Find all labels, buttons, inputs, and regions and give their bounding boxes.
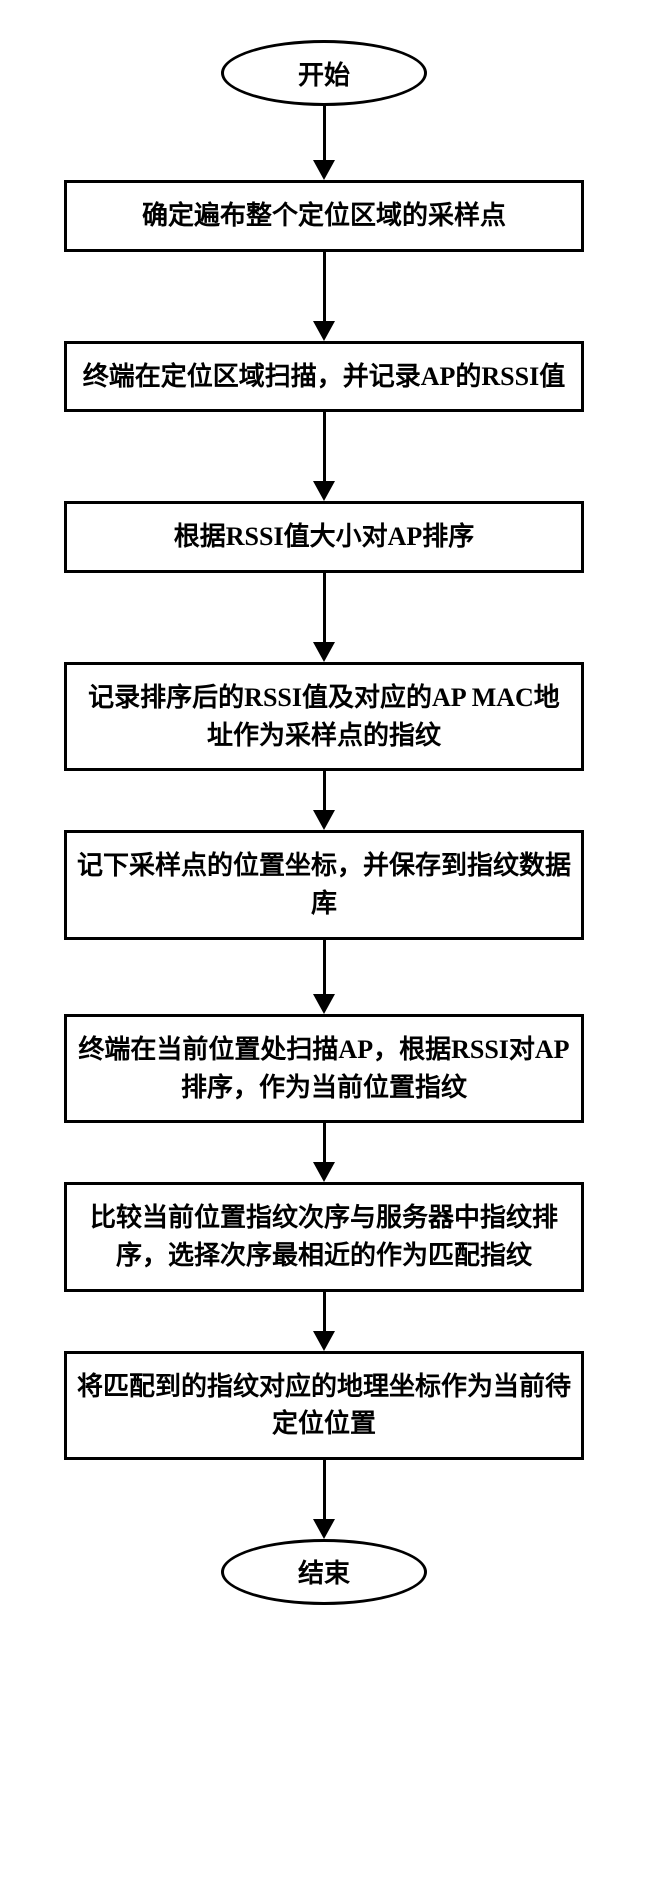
arrow-line (323, 252, 326, 322)
arrow-line (323, 1460, 326, 1520)
start-label: 开始 (298, 55, 350, 92)
arrow-line (323, 1292, 326, 1332)
arrow-line (323, 412, 326, 482)
flowchart-container: 开始 确定遍布整个定位区域的采样点 终端在定位区域扫描，并记录AP的RSSI值 … (0, 0, 648, 1645)
arrow-line (323, 771, 326, 811)
step-7-label: 比较当前位置指纹次序与服务器中指纹排序，选择次序最相近的作为匹配指纹 (90, 1203, 558, 1270)
arrow (313, 1460, 335, 1539)
arrow-head-icon (313, 642, 335, 662)
step-7-box: 比较当前位置指纹次序与服务器中指纹排序，选择次序最相近的作为匹配指纹 (64, 1182, 584, 1291)
arrow (313, 573, 335, 662)
step-1-label: 确定遍布整个定位区域的采样点 (142, 201, 506, 230)
arrow-head-icon (313, 321, 335, 341)
arrow-head-icon (313, 810, 335, 830)
step-6-box: 终端在当前位置处扫描AP，根据RSSI对AP排序，作为当前位置指纹 (64, 1014, 584, 1123)
arrow-line (323, 106, 326, 161)
arrow-head-icon (313, 994, 335, 1014)
arrow (313, 771, 335, 830)
arrow-head-icon (313, 1331, 335, 1351)
arrow-line (323, 573, 326, 643)
arrow-line (323, 1123, 326, 1163)
arrow-line (323, 940, 326, 995)
step-1-box: 确定遍布整个定位区域的采样点 (64, 180, 584, 252)
end-label: 结束 (298, 1553, 350, 1590)
step-4-box: 记录排序后的RSSI值及对应的AP MAC地址作为采样点的指纹 (64, 662, 584, 771)
arrow-head-icon (313, 1162, 335, 1182)
arrow (313, 1123, 335, 1182)
arrow-head-icon (313, 160, 335, 180)
step-4-label: 记录排序后的RSSI值及对应的AP MAC地址作为采样点的指纹 (88, 683, 560, 750)
step-6-label: 终端在当前位置处扫描AP，根据RSSI对AP排序，作为当前位置指纹 (78, 1035, 569, 1102)
step-3-box: 根据RSSI值大小对AP排序 (64, 501, 584, 573)
step-8-box: 将匹配到的指纹对应的地理坐标作为当前待定位位置 (64, 1351, 584, 1460)
step-3-label: 根据RSSI值大小对AP排序 (174, 522, 474, 551)
arrow (313, 106, 335, 180)
start-node: 开始 (221, 40, 427, 106)
arrow-head-icon (313, 1519, 335, 1539)
arrow (313, 412, 335, 501)
step-2-box: 终端在定位区域扫描，并记录AP的RSSI值 (64, 341, 584, 413)
step-8-label: 将匹配到的指纹对应的地理坐标作为当前待定位位置 (77, 1372, 571, 1439)
step-5-label: 记下采样点的位置坐标，并保存到指纹数据库 (77, 851, 571, 918)
step-5-box: 记下采样点的位置坐标，并保存到指纹数据库 (64, 830, 584, 939)
arrow (313, 1292, 335, 1351)
arrow (313, 252, 335, 341)
end-node: 结束 (221, 1539, 427, 1605)
step-2-label: 终端在定位区域扫描，并记录AP的RSSI值 (83, 362, 565, 391)
arrow-head-icon (313, 481, 335, 501)
arrow (313, 940, 335, 1014)
